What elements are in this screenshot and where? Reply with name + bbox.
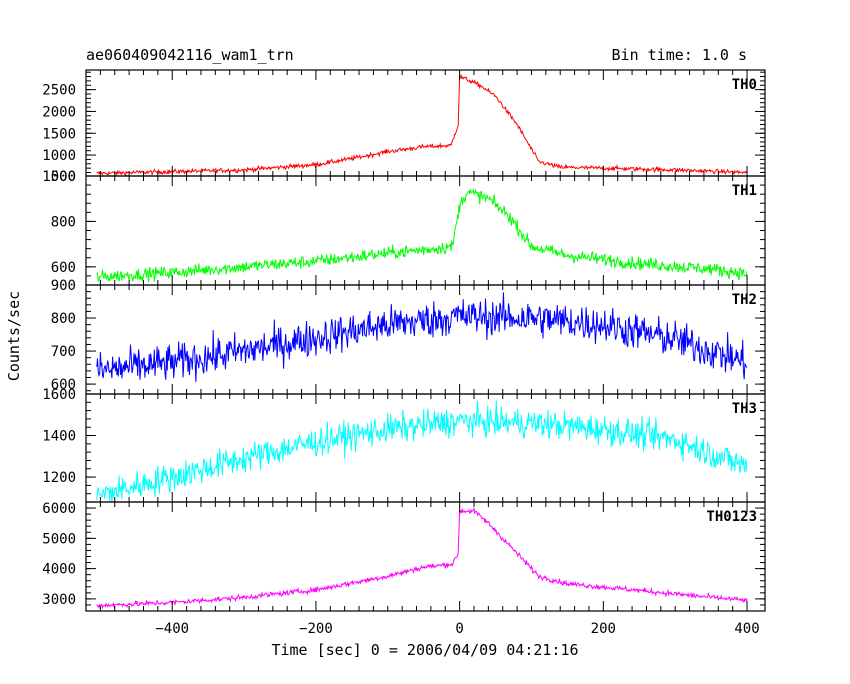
y-tick-label-th0: 1000 (42, 148, 76, 164)
chart-title: ae060409042116_wam1_trn (86, 46, 294, 64)
x-tick-label: −400 (155, 621, 189, 637)
panel-label-th0: TH0 (732, 77, 757, 93)
x-tick-label: 200 (591, 621, 616, 637)
y-tick-label-th3: 1600 (42, 387, 76, 403)
y-tick-label-th1: 1000 (42, 169, 76, 185)
bin-time-label: Bin time: 1.0 s (612, 46, 747, 64)
panel-th2: 600 700 800 900 TH2 (51, 278, 766, 395)
panel-label-th1: TH1 (732, 183, 757, 199)
series-line-th1 (96, 188, 748, 283)
panel-label-th2: TH2 (732, 292, 757, 308)
x-tick-label: 400 (734, 621, 759, 637)
y-axis-title: Counts/sec (5, 291, 23, 381)
y-tick-label-th2: 700 (51, 344, 76, 360)
y-tick-label-th2: 900 (51, 278, 76, 294)
y-tick-label-th0: 1500 (42, 126, 76, 142)
y-tick-label-th2: 800 (51, 311, 76, 327)
panel-th0123: 3000 4000 5000 6000 TH0123 (42, 501, 766, 612)
x-tick-label: −200 (299, 621, 333, 637)
y-tick-label-th1: 600 (51, 260, 76, 276)
y-tick-label-th0123: 4000 (42, 562, 76, 578)
y-tick-label-th0: 2000 (42, 104, 76, 120)
series-line-th0 (96, 73, 748, 176)
series-line-th3 (96, 400, 748, 502)
y-tick-label-th0: 500 (51, 169, 76, 185)
y-tick-label-th3: 1200 (42, 470, 76, 486)
y-tick-label-th0123: 3000 (42, 592, 76, 608)
series-line-th2 (96, 292, 748, 382)
y-tick-label-th0123: 5000 (42, 531, 76, 547)
y-tick-label-th1: 800 (51, 214, 76, 230)
y-tick-label-th2: 600 (51, 377, 76, 393)
y-tick-label-th3: 1400 (42, 429, 76, 445)
y-tick-label-th0: 2500 (42, 83, 76, 99)
panel-label-th0123: TH0123 (706, 509, 757, 525)
x-tick-label: 0 (455, 621, 463, 637)
x-axis-title: Time [sec] 0 = 2006/04/09 04:21:16 (271, 641, 578, 659)
panel-label-th3: TH3 (732, 401, 757, 417)
series-line-th0123 (96, 508, 748, 610)
y-tick-label-th0123: 6000 (42, 501, 76, 517)
